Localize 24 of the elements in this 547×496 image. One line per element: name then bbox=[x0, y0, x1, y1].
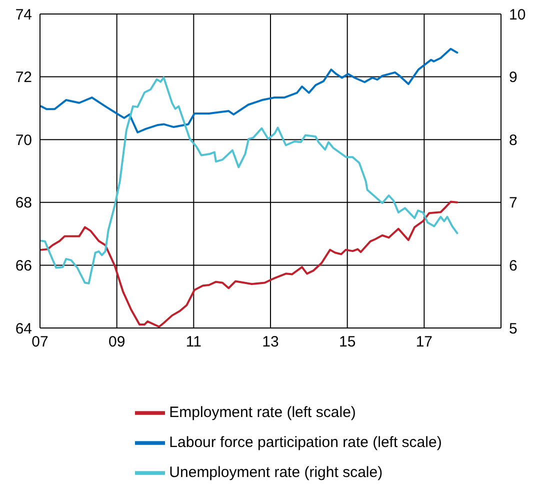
legend-label: Employment rate (left scale) bbox=[169, 404, 356, 421]
y-tick-label: 74 bbox=[15, 6, 32, 24]
line-series bbox=[40, 48, 458, 134]
x-tick-label: 15 bbox=[338, 334, 356, 351]
y2-tick-label: 7 bbox=[509, 194, 518, 212]
y-tick-label: 64 bbox=[15, 320, 32, 338]
x-tick-label: 17 bbox=[416, 334, 433, 351]
y-tick-label: 66 bbox=[15, 258, 32, 275]
y2-tick-label: 9 bbox=[509, 69, 518, 86]
y-tick-label: 72 bbox=[15, 69, 32, 86]
y2-tick-label: 10 bbox=[509, 6, 526, 24]
y2-tick-label: 5 bbox=[509, 320, 518, 338]
x-tick-label: 11 bbox=[186, 334, 202, 351]
line-series bbox=[40, 200, 458, 328]
legend-label: Unemployment rate (right scale) bbox=[169, 464, 383, 481]
y-tick-label: 68 bbox=[15, 194, 32, 212]
y-tick-label: 70 bbox=[15, 132, 32, 149]
x-tick-label: 09 bbox=[108, 334, 126, 351]
x-tick-label: 13 bbox=[262, 334, 279, 351]
y2-tick-label: 8 bbox=[509, 132, 518, 149]
legend-label: Labour force participation rate (left scale) bbox=[169, 434, 442, 451]
x-tick-label: 07 bbox=[32, 334, 48, 351]
y2-tick-label: 6 bbox=[509, 258, 518, 275]
line-series bbox=[40, 76, 458, 284]
